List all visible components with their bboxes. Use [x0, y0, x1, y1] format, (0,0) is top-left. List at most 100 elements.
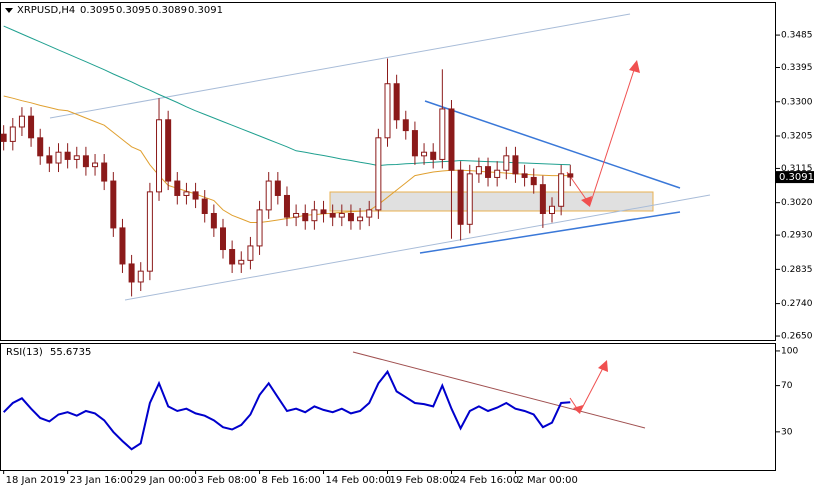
candle-body — [320, 209, 327, 214]
candle-body — [28, 115, 35, 139]
candle-body — [210, 212, 217, 229]
candle-body — [338, 212, 345, 218]
candle-body — [92, 162, 99, 168]
candle-body — [558, 173, 565, 207]
last-price-box — [776, 171, 814, 184]
y-tick-label: 100 — [781, 346, 798, 356]
candle-body — [274, 180, 281, 196]
candle-body — [283, 194, 290, 218]
candle-body — [347, 212, 354, 222]
main-frame — [0, 2, 776, 341]
ohlc-value: 0.3095 — [80, 5, 115, 16]
y-tick-label: 0.3205 — [781, 131, 813, 141]
zone — [329, 191, 654, 212]
arrow-head — [581, 196, 592, 207]
candle-body — [219, 227, 226, 251]
candle-body — [329, 212, 336, 218]
candle-body — [530, 176, 537, 186]
candle-body — [448, 108, 455, 171]
arrow-head — [629, 60, 640, 73]
y-tick-label: 0.2740 — [781, 299, 813, 309]
candle-body — [402, 119, 409, 132]
y-tick-label: 0.2930 — [781, 231, 813, 241]
candle-body — [165, 119, 172, 182]
y-tick-label: 70 — [781, 381, 793, 391]
y-tick-label: 0.2650 — [781, 332, 813, 342]
candle-body — [302, 212, 309, 222]
candle-body — [521, 173, 528, 178]
candle-body — [421, 151, 428, 157]
candle-body — [503, 155, 510, 171]
trendline — [49, 13, 631, 119]
y-tick-label: 0.3115 — [781, 164, 813, 174]
trendline — [352, 351, 646, 429]
candle-body — [457, 169, 464, 225]
candle-body — [466, 173, 473, 225]
rsi-title: RSI(13) — [6, 347, 43, 358]
candle-body — [311, 209, 318, 222]
candle-body — [494, 169, 501, 178]
candle-body — [229, 249, 236, 265]
trendline — [419, 211, 681, 254]
candle-body — [46, 155, 53, 164]
candle-body — [567, 173, 574, 178]
candle-body — [384, 83, 391, 139]
candle-body — [247, 245, 254, 261]
x-tick-label: 8 Feb 16:00 — [262, 475, 321, 486]
symbol-title: XRPUSD,H4 — [17, 5, 75, 16]
candle-body — [37, 137, 44, 157]
candle-body — [183, 191, 190, 196]
y-tick-label: 0.3485 — [781, 31, 813, 41]
candle-body — [238, 259, 245, 265]
candle-body — [512, 155, 519, 175]
x-tick-label: 3 Feb 08:00 — [198, 475, 257, 486]
candle-body — [265, 180, 272, 211]
y-tick-label: 0.2835 — [781, 265, 813, 275]
x-tick-label: 2 Mar 00:00 — [517, 475, 577, 486]
candle-body — [18, 115, 25, 128]
candle-body — [137, 270, 144, 283]
candle-body — [0, 133, 7, 142]
y-tick-label: 0.3020 — [781, 198, 813, 208]
x-tick-label: 14 Feb 00:00 — [326, 475, 392, 486]
arrow-head — [598, 360, 608, 372]
candle-body — [293, 212, 300, 218]
rsi-value: 55.6735 — [50, 347, 91, 358]
x-tick-label: 24 Feb 16:00 — [453, 475, 519, 486]
ohlc-value: 0.3095 — [116, 5, 151, 16]
y-tick-label: 0.3300 — [781, 97, 813, 107]
x-tick-label: 19 Feb 08:00 — [390, 475, 456, 486]
candle-body — [156, 119, 163, 193]
candle-body — [549, 205, 556, 214]
candle-body — [201, 198, 208, 214]
candle-body — [192, 191, 199, 200]
annotations — [49, 13, 711, 429]
candle-body — [485, 166, 492, 178]
moving-average — [3, 25, 571, 167]
x-tick-label: 29 Jan 00:00 — [134, 475, 197, 486]
candle-body — [539, 184, 546, 214]
candle-body — [73, 155, 80, 160]
candle-body — [174, 180, 181, 196]
candle-body — [119, 227, 126, 265]
last-price-label: 0.3091 — [779, 172, 814, 183]
x-tick-label: 18 Jan 2019 — [6, 475, 66, 486]
candle-body — [128, 263, 135, 283]
candle-body — [146, 191, 153, 272]
trendline — [124, 194, 711, 301]
candle-body — [393, 83, 400, 121]
candle-body — [439, 108, 446, 160]
ohlc-value: 0.3089 — [152, 5, 187, 16]
menu-icon — [5, 8, 13, 13]
candle-body — [475, 166, 482, 175]
candle-body — [64, 151, 71, 160]
candle-body — [9, 126, 16, 142]
candle-body — [110, 180, 117, 229]
candle-body — [55, 151, 62, 164]
candle-body — [375, 137, 382, 211]
trendline — [424, 100, 681, 189]
arrow — [579, 367, 604, 413]
